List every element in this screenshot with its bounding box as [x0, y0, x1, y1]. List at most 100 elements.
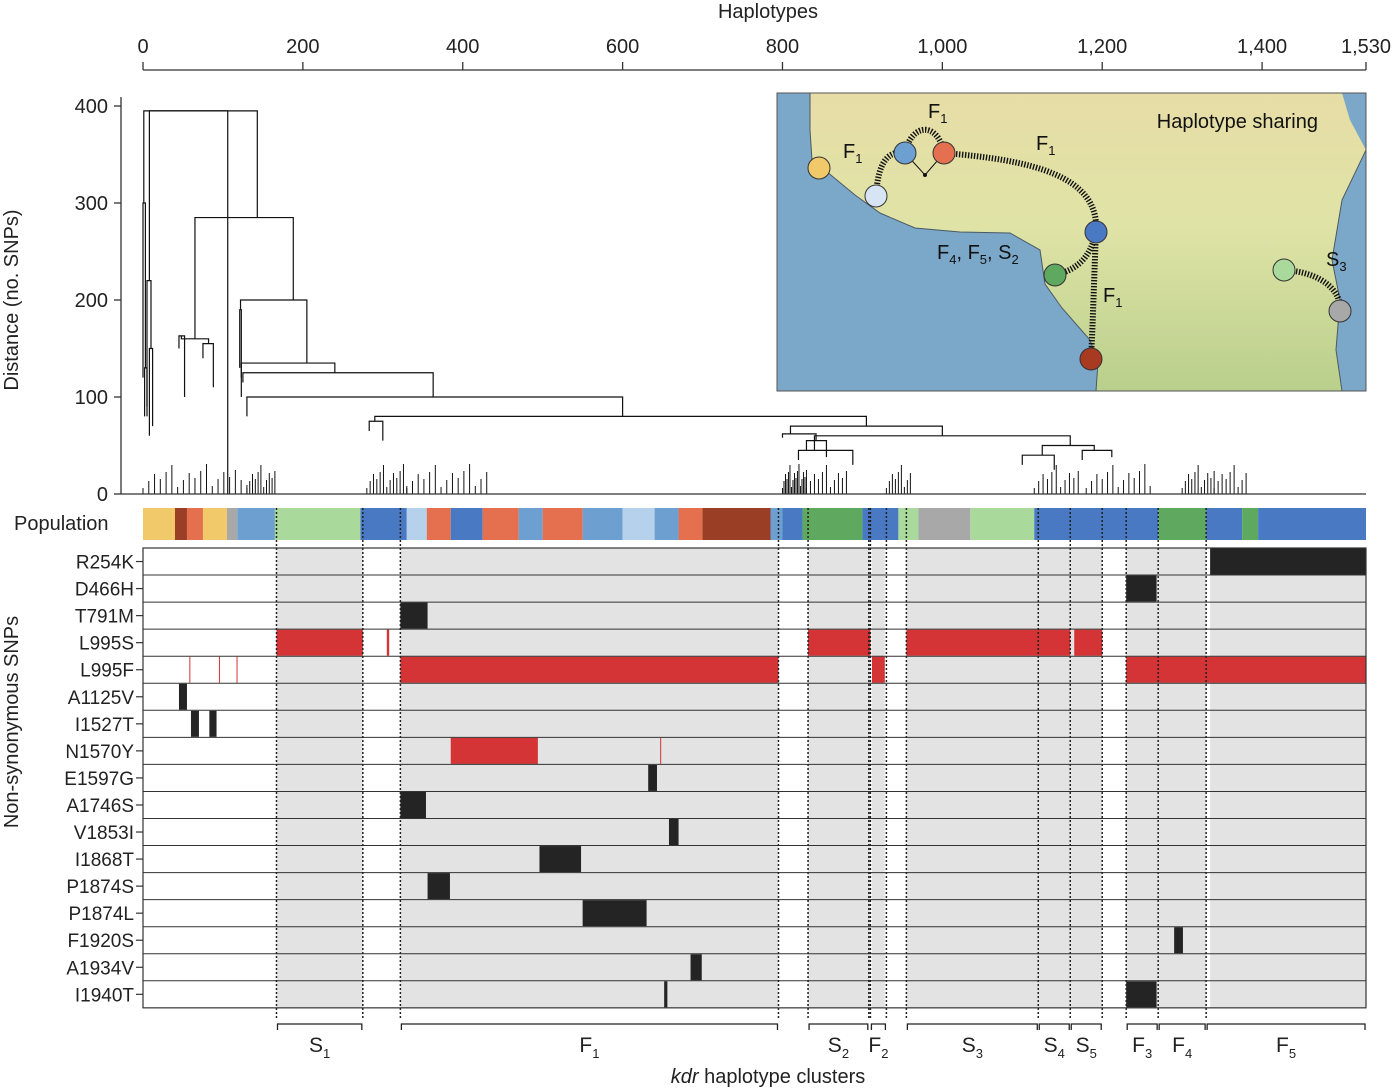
snp-cell — [276, 980, 363, 1008]
population-segment — [802, 508, 863, 540]
y-axis-label: Distance (no. SNPs) — [1, 209, 23, 390]
top-axis-tick-label: 800 — [766, 36, 799, 58]
snp-carrier-block — [872, 656, 885, 683]
snp-cell — [1126, 953, 1159, 981]
population-segment — [702, 508, 771, 540]
snp-cell — [1126, 872, 1159, 900]
snp-carrier-block — [1126, 656, 1366, 683]
snp-cell — [400, 683, 779, 711]
dendrogram-link — [797, 449, 854, 465]
snp-carrier-block — [400, 656, 779, 683]
snp-cell — [1126, 737, 1159, 765]
snp-cell — [872, 845, 885, 873]
snp-cell — [1158, 764, 1207, 792]
snp-cell — [276, 548, 363, 576]
snp-label: A1125V — [68, 688, 135, 709]
snp-cell — [1070, 980, 1103, 1008]
map-node-dark-red — [1079, 347, 1103, 371]
snp-cell — [872, 818, 885, 846]
snp-cell — [906, 737, 1071, 765]
population-segment — [970, 508, 1035, 540]
snp-cell — [400, 575, 779, 603]
snp-cell — [808, 737, 871, 765]
snp-carrier-block — [1126, 575, 1157, 602]
snp-cell — [906, 926, 1071, 954]
snp-cell — [808, 575, 871, 603]
population-segment — [360, 508, 407, 540]
population-segment — [862, 508, 899, 540]
snp-cell — [808, 845, 871, 873]
snp-label: T791M — [75, 607, 134, 628]
snp-cell — [1158, 872, 1207, 900]
snp-cell — [1158, 710, 1207, 738]
snp-cell — [400, 980, 779, 1008]
snp-cell — [276, 899, 363, 927]
map-node-grey — [1328, 299, 1352, 323]
snp-cell — [906, 764, 1071, 792]
link-tee-dot — [923, 173, 927, 177]
dendrogram-link — [148, 110, 258, 281]
snp-cell — [906, 656, 1071, 684]
cluster-bracket — [906, 1023, 1038, 1030]
snp-cell — [400, 710, 779, 738]
snp-label: N1570Y — [65, 742, 134, 763]
cluster-bracket — [1038, 1023, 1070, 1030]
cluster-bracket — [1158, 1023, 1206, 1030]
snp-carrier-block — [660, 737, 662, 764]
snp-carrier-block — [427, 873, 450, 900]
snp-cell — [1158, 683, 1207, 711]
snp-label: L995S — [79, 634, 134, 655]
snp-cell — [1210, 629, 1366, 657]
population-segment — [226, 508, 238, 540]
snp-cell — [1126, 764, 1159, 792]
top-axis-tick-label: 600 — [606, 36, 639, 58]
snp-cell — [1126, 683, 1159, 711]
snp-carrier-block — [1074, 629, 1103, 656]
snp-cell — [1126, 710, 1159, 738]
map-label-f1-d: F1 — [1103, 285, 1122, 310]
snp-cell — [906, 872, 1071, 900]
snp-cell — [1070, 548, 1103, 576]
snp-cell — [872, 953, 885, 981]
snp-cell — [400, 602, 779, 630]
cluster-dividers — [275, 508, 1207, 1020]
snp-carrier-block — [539, 846, 582, 873]
population-strip — [143, 508, 1366, 540]
population-segment — [1242, 508, 1259, 540]
top-axis-tick-label: 1,400 — [1237, 36, 1287, 58]
snp-carrier-block — [189, 656, 191, 683]
population-segment — [1158, 508, 1207, 540]
snp-carrier-block — [236, 656, 238, 683]
link-blue-darkred — [1088, 231, 1099, 360]
snp-cell — [400, 548, 779, 576]
snp-cell — [1158, 548, 1207, 576]
snp-label: R254K — [76, 553, 134, 574]
snp-cell — [276, 683, 363, 711]
snp-cell — [906, 818, 1071, 846]
snp-cell — [872, 926, 885, 954]
dendrogram-link — [374, 415, 868, 427]
snp-cell — [1070, 845, 1103, 873]
y-axis-tick-label: 300 — [75, 193, 108, 215]
snp-cell — [400, 926, 779, 954]
snp-carrier-block — [1210, 548, 1366, 575]
dendrogram-link — [246, 396, 624, 417]
snp-cell — [1158, 737, 1207, 765]
population-segment — [898, 508, 919, 540]
snp-cell — [872, 737, 885, 765]
population-segment — [406, 508, 427, 540]
snp-cell — [1070, 602, 1103, 630]
population-segment — [143, 508, 175, 540]
snp-cell — [1126, 899, 1159, 927]
dendrogram-link — [1081, 449, 1113, 461]
dendrogram-link — [148, 347, 154, 436]
population-segment — [426, 508, 451, 540]
population-segment — [174, 508, 187, 540]
map-node-blue — [1084, 220, 1108, 244]
population-segment — [582, 508, 623, 540]
snp-label: V1853I — [74, 823, 134, 844]
cluster-label: S5 — [1076, 1034, 1097, 1061]
map-labels: F1 F1 F1 F1 F4, F5, S2 S3 — [843, 101, 1347, 310]
y-axis-tick-label: 400 — [75, 96, 108, 118]
cluster-label: S1 — [309, 1034, 330, 1061]
